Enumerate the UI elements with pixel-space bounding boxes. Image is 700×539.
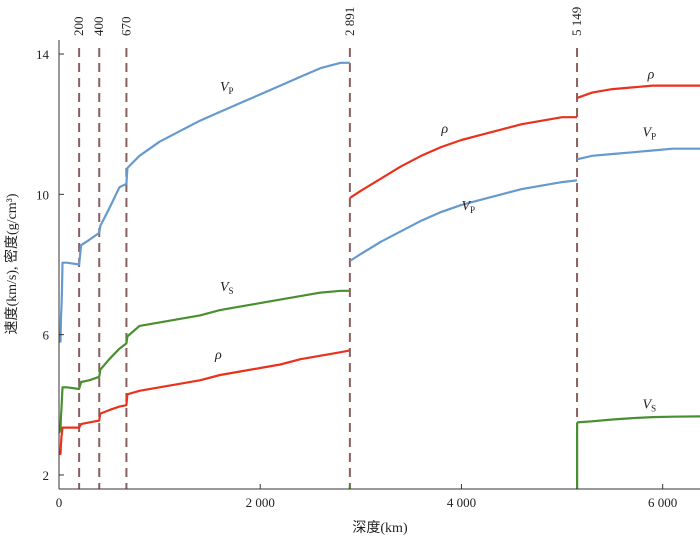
series-line-rho xyxy=(576,84,700,99)
series-line-rho xyxy=(59,349,351,455)
y-axis-title: 速度(km/s), 密度(g/cm³) xyxy=(3,193,20,334)
series-line-Vp xyxy=(349,179,578,262)
axis-ticks: 0 2 000 4 000 6 000 2 6 10 14 xyxy=(36,47,677,510)
y-tick-label: 14 xyxy=(36,47,50,62)
discontinuity-label: 670 xyxy=(118,17,133,37)
series-label-rho: ρ xyxy=(440,122,448,137)
x-tick-label: 4 000 xyxy=(447,495,476,510)
y-tick-label: 10 xyxy=(36,187,49,202)
series-lines xyxy=(59,61,700,489)
series-line-Vs xyxy=(577,415,700,424)
y-tick-label: 6 xyxy=(43,328,50,343)
series-line-Vs xyxy=(59,289,350,434)
plot-frame xyxy=(58,40,700,490)
series-label-Vp: VP xyxy=(643,125,657,141)
discontinuity-lines: 200 400 670 2 891 5 149 xyxy=(71,7,584,489)
series-label-rho: ρ xyxy=(647,68,655,83)
y-tick-label: 2 xyxy=(43,468,50,483)
x-tick-label: 0 xyxy=(56,495,63,510)
discontinuity-label: 5 149 xyxy=(569,7,584,36)
series-label-rho: ρ xyxy=(214,348,222,363)
series-label-Vp: VP xyxy=(220,80,234,96)
x-tick-label: 6 000 xyxy=(648,495,677,510)
series-line-Vp xyxy=(59,61,350,343)
series-line-Vp xyxy=(576,147,700,161)
discontinuity-label: 200 xyxy=(71,17,86,37)
discontinuity-label: 400 xyxy=(91,17,106,37)
x-axis-title: 深度(km) xyxy=(352,520,408,536)
discontinuity-label: 2 891 xyxy=(342,7,357,36)
series-line-rho xyxy=(349,116,578,199)
series-label-Vs: VS xyxy=(643,397,657,413)
x-tick-label: 2 000 xyxy=(246,495,275,510)
series-label-Vs: VS xyxy=(220,280,234,296)
